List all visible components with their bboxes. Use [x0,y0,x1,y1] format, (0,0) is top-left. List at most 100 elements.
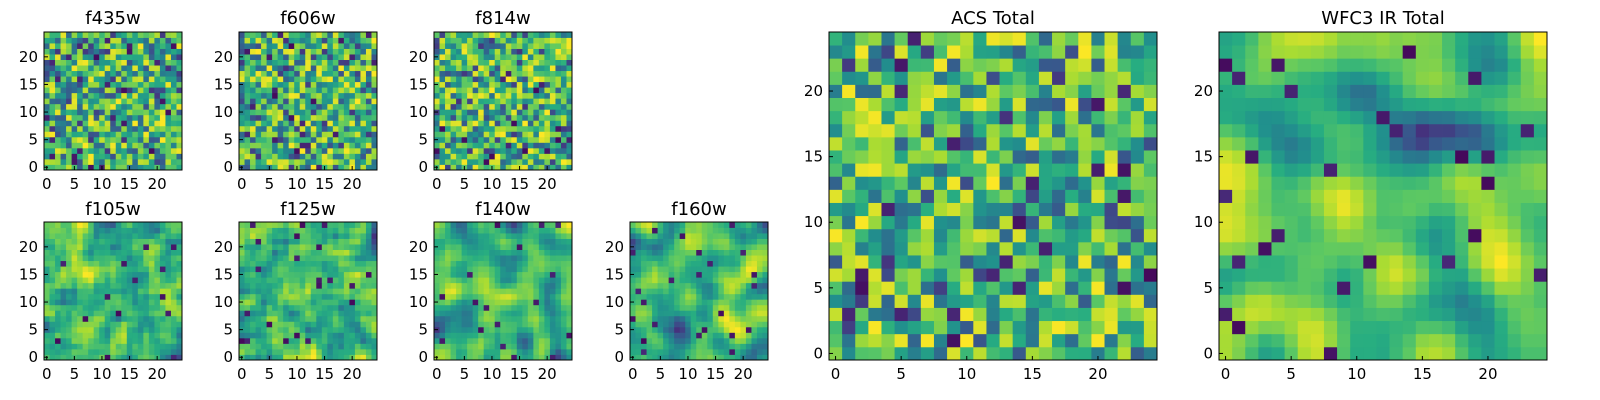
heatmap-cell [489,32,496,38]
heatmap-cell [855,189,869,203]
x-tick-label: 20 [538,365,557,383]
heatmap-cell [740,332,747,339]
heatmap-cell [472,299,479,306]
heatmap-cell [663,238,670,245]
heatmap-cell [77,43,84,49]
heatmap-cell [104,244,111,250]
heatmap-cell [505,103,512,110]
heatmap-cell [60,142,67,149]
heatmap-cell [1025,281,1040,295]
heatmap-cell [121,87,128,94]
heatmap-cell [316,315,323,322]
heatmap-cell [461,304,468,311]
heatmap-cell [500,136,507,143]
heatmap-cell [143,337,150,344]
heatmap-cell [332,282,339,289]
heatmap-cell [500,271,507,278]
heatmap-cell [299,65,306,72]
heatmap-cell [533,343,540,350]
panel-title: f125w [280,199,335,220]
heatmap-cell [294,87,301,94]
heatmap-cell [327,92,334,99]
heatmap-cell [829,150,843,164]
heatmap-cell [288,164,295,171]
heatmap-cell [505,54,512,60]
heatmap-cell [516,92,523,99]
heatmap-cell [522,98,529,105]
heatmap-cell [332,337,339,344]
heatmap-cell [143,310,150,317]
heatmap-cell [305,70,312,77]
heatmap-cell [338,255,345,262]
heatmap-cell [55,43,61,49]
heatmap-cell [343,32,350,38]
heatmap-cell [1052,307,1066,322]
heatmap-cell [77,249,84,256]
heatmap-cell [343,271,350,278]
heatmap-cell [445,109,451,116]
heatmap-cell [555,81,562,88]
heatmap-cell [657,288,664,295]
heatmap-cell [494,92,501,99]
heatmap-cell [121,354,128,361]
heatmap-cell [332,109,339,116]
heatmap-cell [93,153,100,160]
heatmap-cell [299,244,306,250]
heatmap-cell [66,326,72,333]
heatmap-cell [500,326,507,333]
heatmap-cell [973,215,987,230]
heatmap-cell [170,238,177,245]
heatmap-cell [60,315,67,322]
heatmap-cell [511,109,518,116]
heatmap-cell [696,255,703,262]
heatmap-cell [60,227,67,234]
heatmap-cell [121,321,128,328]
heatmap-cell [657,260,664,267]
heatmap-cell [159,120,166,127]
heatmap-cell [132,238,139,245]
heatmap-cell [868,255,882,269]
heatmap-cell [294,321,301,328]
heatmap-cell [154,153,161,160]
heatmap-cell [277,54,284,60]
heatmap-cell [1025,294,1040,308]
heatmap-cell [93,304,100,311]
heatmap-cell [239,304,245,311]
heatmap-cell [338,131,345,138]
heatmap-cell [277,48,284,55]
heatmap-cell [1104,241,1119,256]
heatmap-cell [343,326,350,333]
heatmap-cell [1130,255,1145,269]
heatmap-cell [165,54,172,60]
heatmap-cell [349,299,356,306]
heatmap-cell [663,255,670,262]
heatmap-cell [244,48,251,55]
heatmap-cell [371,337,378,344]
heatmap-cell [549,326,556,333]
heatmap-cell [960,281,974,295]
x-tick-label: 5 [70,365,80,383]
heatmap-cell [170,92,177,99]
heatmap-cell [44,120,50,127]
heatmap-cell [544,304,551,311]
heatmap-cell [82,136,89,143]
heatmap-cell [165,43,172,49]
heatmap-cell [132,271,139,278]
heatmap-cell [66,244,72,250]
heatmap-cell [1117,346,1132,361]
heatmap-cell [170,244,177,250]
heatmap-cell [88,103,95,110]
heatmap-cell [360,244,367,250]
heatmap-cell [445,92,451,99]
heatmap-cell [154,125,161,132]
heatmap-cell [239,337,245,344]
heatmap-cell [272,142,279,149]
heatmap-cell [360,337,367,344]
heatmap-cell [566,354,573,361]
heatmap-cell [93,103,100,110]
heatmap-cell [316,54,323,60]
heatmap-cell [371,271,378,278]
heatmap-cell [1104,202,1119,217]
heatmap-cell [371,32,378,38]
heatmap-cell [740,304,747,311]
